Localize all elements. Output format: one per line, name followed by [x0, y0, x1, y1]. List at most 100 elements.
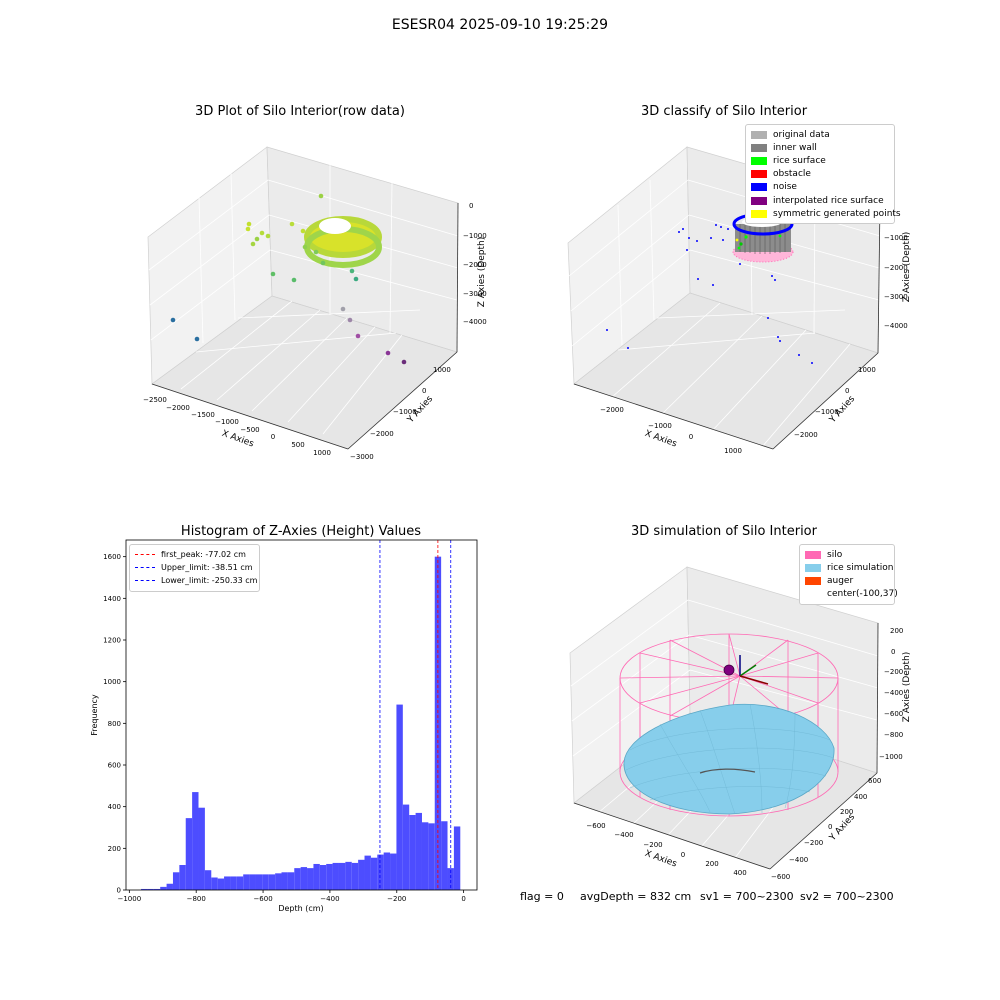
classify-y-tick: 0 [845, 387, 849, 395]
histogram-bar [421, 822, 429, 890]
raw-y-tick: −1000 [393, 408, 417, 416]
classify-noise-points [606, 224, 813, 364]
histogram-bar [255, 874, 263, 890]
histogram-bar [402, 804, 410, 890]
raw-z-tick: −2000 [463, 261, 487, 269]
sv1-text: sv1 = 700~2300 [700, 890, 794, 903]
legend-entry-interpolated: interpolated rice surface [751, 194, 889, 207]
raw-x-tick: 500 [291, 441, 304, 449]
legend-label: noise [773, 182, 797, 193]
histogram-y-tick-label: 1000 [103, 678, 121, 686]
figure-title: ESESR04 2025-09-10 19:25:29 [391, 17, 609, 33]
legend-swatch [751, 143, 767, 152]
histogram-bar [383, 852, 391, 890]
legend-entry-symmetric: symmetric generated points [751, 207, 901, 220]
histogram-bar [338, 862, 346, 890]
sim-z-tick: −200 [884, 668, 903, 676]
histogram-bar [345, 861, 352, 890]
raw-x-tick: −1000 [215, 418, 239, 426]
histogram-legend: first_peak: -77.02 cm Upper_limit: -38.5… [129, 544, 260, 592]
legend-label: interpolated rice surface [773, 195, 884, 206]
histogram-x-tick-label: −200 [387, 895, 406, 903]
classify-x-tick: 1000 [724, 447, 742, 455]
legend-entry-auger: auger [805, 574, 889, 587]
histogram-bar [147, 888, 154, 890]
sim-y-tick: 200 [840, 808, 853, 816]
sim-z-tick: 200 [890, 627, 903, 635]
sim-z-tick: −1000 [879, 753, 903, 761]
histogram-bar [453, 826, 461, 890]
classify-y-tick: −1000 [815, 408, 839, 416]
raw-y-tick: 1000 [433, 366, 451, 374]
sim-x-tick: 200 [705, 860, 718, 868]
classify-x-axis-label: X Axies [643, 429, 678, 450]
histogram-x-axis-label: Depth (cm) [278, 904, 323, 913]
sim-x-tick: −400 [614, 831, 633, 839]
histogram-y-tick-label: 800 [108, 720, 121, 728]
histogram-y-axis-label: Frequency [90, 694, 99, 736]
raw-scatter-points [170, 193, 407, 365]
legend-label: original data [773, 129, 830, 140]
legend-label: center(-100,37) [827, 589, 898, 600]
legend-swatch [751, 183, 767, 192]
histogram-bar [287, 872, 295, 890]
histogram-y-ticks: 0 200 400 600 800 1000 1200 1400 1600 [103, 553, 126, 895]
flag-text: flag = 0 [520, 890, 564, 903]
histogram-bar [217, 878, 225, 890]
raw-x-tick: −1500 [191, 411, 215, 419]
legend-swatch [805, 590, 821, 598]
histogram-y-tick-label: 600 [108, 762, 121, 770]
histogram-plot: −1000 −800 −600 −400 −200 0 0 200 400 600 800 1000… [90, 539, 478, 913]
histogram-bar [396, 704, 403, 890]
classify-panel-title: 3D classify of Silo Interior [640, 104, 808, 119]
histogram-bar [313, 863, 320, 890]
raw-z-tick-labels: 0 −1000 −2000 −3000 −4000 [463, 202, 487, 326]
classify-y-tick: −2000 [794, 431, 818, 439]
raw-y-tick-labels: 1000 0 −1000 −2000 −3000 [350, 366, 451, 461]
legend-swatch [751, 170, 767, 179]
legend-swatch [805, 550, 821, 559]
histogram-bar [141, 888, 148, 890]
histogram-bar [409, 815, 416, 890]
legend-entry-rice-surface: rice surface [751, 154, 889, 167]
legend-entry-noise: noise [751, 181, 889, 194]
raw-x-tick: −2500 [143, 396, 167, 404]
histogram-bar [230, 876, 237, 890]
legend-label: symmetric generated points [773, 208, 901, 219]
legend-swatch [751, 156, 767, 165]
histogram-bar [307, 868, 314, 890]
histogram-bar [268, 874, 276, 890]
raw-z-tick: −1000 [463, 232, 487, 240]
sim-y-tick: −600 [771, 873, 790, 881]
legend-swatch [751, 209, 767, 218]
sim-z-tick: −800 [884, 731, 903, 739]
histogram-bar [447, 868, 454, 890]
histogram-bar [294, 868, 301, 890]
histogram-bar [326, 863, 333, 890]
legend-label: silo [827, 549, 843, 560]
histogram-bar [441, 821, 448, 890]
legend-label: first_peak: -77.02 cm [161, 550, 246, 560]
sim-y-tick: −400 [789, 856, 808, 864]
histogram-bar [428, 823, 435, 890]
histogram-bar [390, 853, 397, 890]
raw-z-tick: 0 [469, 202, 473, 210]
histogram-x-ticks: −1000 −800 −600 −400 −200 0 [117, 890, 466, 903]
legend-entry-lower-limit: Lower_limit: -250.33 cm [135, 574, 257, 587]
histogram-bar [358, 859, 365, 890]
histogram-title: Histogram of Z-Axies (Height) Values [180, 524, 422, 539]
legend-label: rice simulation [827, 562, 894, 573]
legend-entry-center: center(-100,37) [805, 588, 898, 601]
avg-depth-text: avgDepth = 832 cm [580, 890, 692, 903]
raw-3d-plot: −2500 −2000 −1500 −1000 −500 0 500 1000 … [143, 146, 487, 461]
raw-z-tick: −4000 [463, 318, 487, 326]
histogram-bar [198, 807, 205, 890]
classify-y-tick: 1000 [858, 366, 876, 374]
classify-z-tick: −3000 [884, 293, 908, 301]
raw-z-axis-label: Z Axies (Depth) [477, 237, 487, 308]
histogram-x-tick-label: −600 [253, 895, 272, 903]
histogram-x-tick-label: −1000 [117, 895, 141, 903]
histogram-bar [319, 865, 327, 890]
histogram-y-tick-label: 1600 [103, 553, 121, 561]
legend-line [135, 554, 155, 556]
